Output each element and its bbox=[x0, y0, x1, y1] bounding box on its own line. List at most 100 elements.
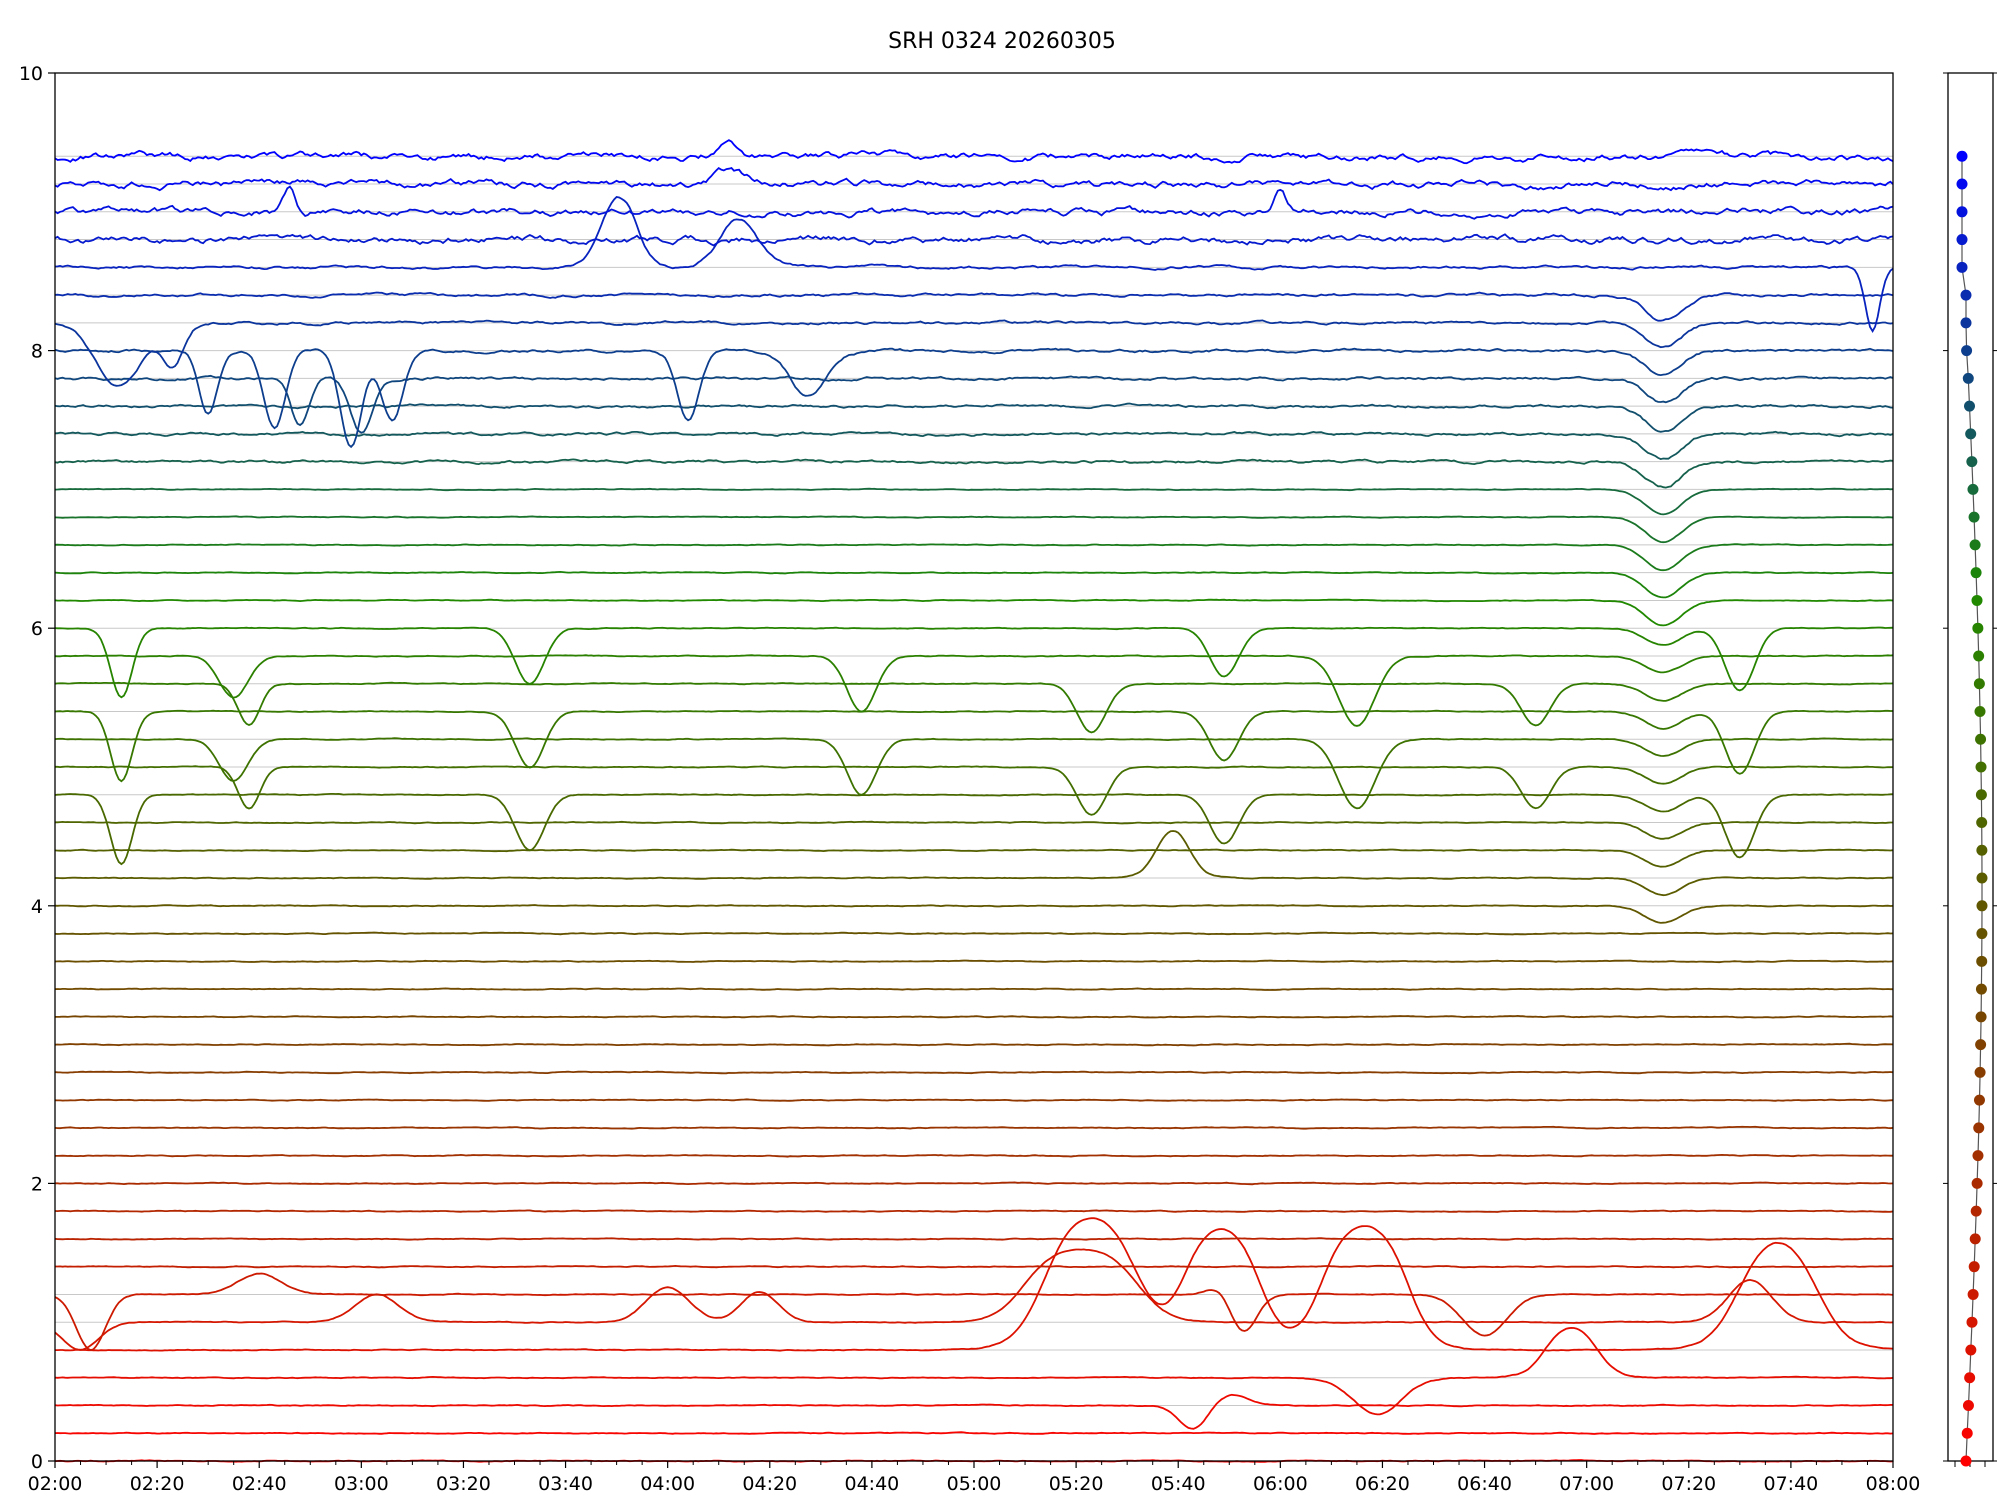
y-tick-label: 0 bbox=[31, 1451, 43, 1473]
side-marker bbox=[1960, 317, 1972, 329]
side-marker bbox=[1956, 234, 1968, 246]
series-line bbox=[54, 737, 1894, 810]
x-tick-label: 02:00 bbox=[28, 1473, 83, 1495]
side-marker bbox=[1968, 1261, 1980, 1273]
x-tick-label: 02:20 bbox=[130, 1473, 185, 1495]
side-marker bbox=[1964, 400, 1976, 412]
series-line bbox=[54, 347, 1894, 449]
series-line bbox=[54, 543, 1894, 572]
side-marker bbox=[1965, 1344, 1977, 1356]
x-tick-label: 04:40 bbox=[845, 1473, 900, 1495]
series-line bbox=[54, 487, 1894, 516]
side-marker bbox=[1966, 456, 1978, 468]
side-marker bbox=[1966, 1316, 1978, 1328]
side-marker bbox=[1962, 1399, 1974, 1411]
side-marker bbox=[1969, 539, 1981, 551]
side-marker bbox=[1967, 483, 1979, 495]
y-tick-label: 10 bbox=[19, 63, 43, 85]
series-group bbox=[54, 139, 1894, 1463]
y-axis: 0 2 4 6 8 10 bbox=[19, 63, 55, 1473]
series-line bbox=[54, 959, 1894, 964]
series-line bbox=[54, 1042, 1894, 1047]
series-line bbox=[55, 765, 1894, 816]
x-tick-label: 03:20 bbox=[436, 1473, 491, 1495]
side-marker bbox=[1964, 1372, 1976, 1384]
series-line bbox=[54, 166, 1894, 192]
x-tick-label: 05:40 bbox=[1151, 1473, 1206, 1495]
series-line bbox=[54, 319, 1894, 387]
x-tick-label: 05:00 bbox=[947, 1473, 1002, 1495]
series-line bbox=[55, 1217, 1894, 1352]
series-line bbox=[54, 598, 1894, 627]
series-line bbox=[54, 1431, 1894, 1435]
side-marker bbox=[1960, 1455, 1972, 1467]
series-line bbox=[54, 233, 1894, 247]
side-marker bbox=[1976, 844, 1988, 856]
side-marker bbox=[1975, 789, 1987, 801]
series-line bbox=[55, 1014, 1894, 1019]
series-line bbox=[55, 1181, 1894, 1186]
side-marker bbox=[1976, 872, 1988, 884]
x-tick-label: 05:20 bbox=[1049, 1473, 1104, 1495]
side-marker bbox=[1976, 955, 1988, 967]
y-tick-label: 8 bbox=[31, 341, 43, 363]
series-line bbox=[54, 654, 1894, 727]
x-tick-label: 06:20 bbox=[1355, 1473, 1410, 1495]
series-line bbox=[54, 1070, 1894, 1075]
side-marker bbox=[1971, 594, 1983, 606]
side-marker bbox=[1973, 650, 1985, 662]
side-panel bbox=[1943, 72, 1997, 1467]
y-tick-label: 2 bbox=[31, 1173, 43, 1195]
side-marker bbox=[1961, 345, 1973, 357]
series-line bbox=[54, 1326, 1894, 1416]
x-tick-label: 06:00 bbox=[1253, 1473, 1308, 1495]
series-line bbox=[54, 709, 1893, 783]
x-tick-label: 04:00 bbox=[640, 1473, 695, 1495]
x-tick-label: 03:00 bbox=[334, 1473, 389, 1495]
side-marker bbox=[1975, 1011, 1987, 1023]
side-marker bbox=[1956, 150, 1968, 162]
series-line bbox=[54, 458, 1894, 489]
series-line bbox=[55, 820, 1893, 840]
x-tick-label: 07:00 bbox=[1559, 1473, 1614, 1495]
side-marker bbox=[1956, 206, 1968, 218]
series-line bbox=[54, 374, 1894, 434]
side-marker bbox=[1969, 1233, 1981, 1245]
side-marker bbox=[1960, 289, 1972, 301]
x-tick-label: 02:40 bbox=[232, 1473, 287, 1495]
series-line bbox=[54, 291, 1894, 322]
x-axis: 02:00 02:20 02:40 03:00 03:20 03:40 04:00 04:20… bbox=[28, 1461, 1921, 1495]
series-line bbox=[54, 570, 1894, 599]
series-line bbox=[54, 681, 1894, 734]
x-tick-label: 08:00 bbox=[1866, 1473, 1921, 1495]
series-line bbox=[54, 1393, 1893, 1430]
side-marker bbox=[1971, 1177, 1983, 1189]
series-line bbox=[54, 430, 1894, 461]
side-marker bbox=[1968, 511, 1980, 523]
x-tick-label: 03:40 bbox=[538, 1473, 593, 1495]
series-line bbox=[54, 931, 1894, 936]
series-line bbox=[54, 1272, 1894, 1352]
side-marker bbox=[1975, 1039, 1987, 1051]
series-line bbox=[54, 1125, 1894, 1130]
side-marker bbox=[1965, 428, 1977, 440]
x-tick-label: 07:40 bbox=[1764, 1473, 1819, 1495]
x-tick-label: 06:40 bbox=[1457, 1473, 1512, 1495]
y-tick-label: 6 bbox=[31, 618, 43, 640]
series-line bbox=[54, 904, 1894, 924]
series-line bbox=[54, 515, 1894, 544]
side-marker bbox=[1973, 1122, 1985, 1134]
side-marker bbox=[1956, 178, 1968, 190]
side-marker bbox=[1956, 261, 1968, 273]
side-marker bbox=[1970, 1205, 1982, 1217]
series-line bbox=[54, 402, 1894, 433]
y-tick-label: 4 bbox=[31, 896, 43, 918]
side-marker bbox=[1976, 817, 1988, 829]
side-marker bbox=[1973, 678, 1985, 690]
side-marker bbox=[1974, 1066, 1986, 1078]
series-line bbox=[54, 792, 1894, 866]
series-line bbox=[54, 1209, 1894, 1213]
series-line bbox=[54, 1098, 1894, 1102]
side-marker bbox=[1976, 928, 1988, 940]
